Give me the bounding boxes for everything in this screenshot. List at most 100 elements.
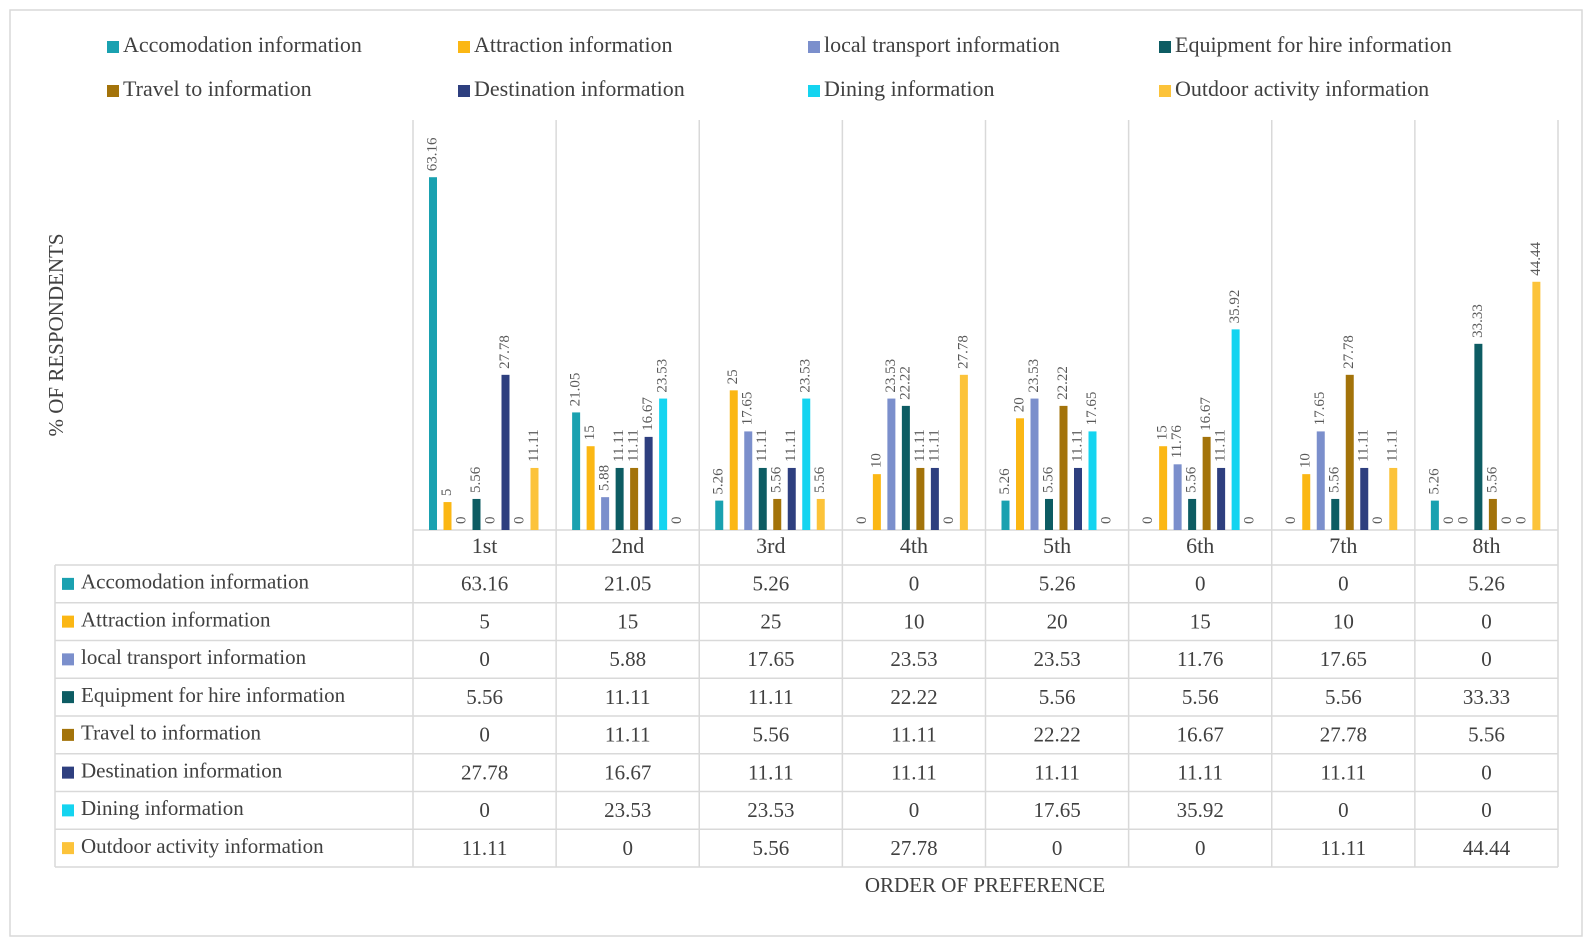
table-cell: 11.11 (1034, 760, 1080, 784)
table-cell: 0 (1195, 836, 1206, 860)
table-cell: 27.78 (461, 760, 508, 784)
data-label: 0 (1441, 517, 1457, 525)
data-label: 17.65 (1312, 392, 1328, 426)
table-cell: 63.16 (461, 572, 508, 596)
bar (1302, 474, 1311, 530)
legend-label: Travel to information (123, 76, 312, 101)
data-label: 17.65 (740, 392, 756, 426)
data-label: 5.26 (711, 468, 727, 495)
data-label: 16.67 (1198, 397, 1214, 431)
table-legend-swatch (62, 615, 74, 628)
data-label: 27.78 (497, 335, 513, 369)
data-label: 5.56 (769, 466, 785, 493)
data-label: 0 (1283, 517, 1299, 525)
data-label: 63.16 (424, 137, 440, 171)
table-legend-swatch (62, 691, 74, 704)
chart-border (9, 9, 1583, 937)
legend-swatch (458, 41, 470, 53)
data-label: 27.78 (1341, 335, 1357, 369)
table-cell: 5.56 (1182, 685, 1219, 709)
table-cell: 0 (1481, 647, 1492, 671)
bar (572, 412, 581, 530)
bar (1474, 343, 1483, 530)
table-cell: 10 (903, 609, 924, 633)
data-label: 35.92 (1227, 290, 1243, 324)
x-tick-label: 1st (472, 533, 498, 558)
bar (644, 436, 653, 530)
data-label: 23.53 (798, 359, 814, 393)
bar (1188, 498, 1197, 530)
table-cell: 5.56 (752, 836, 789, 860)
bar (1059, 405, 1068, 530)
data-label: 11.11 (912, 429, 928, 462)
table-cell: 0 (479, 647, 490, 671)
bar (501, 374, 510, 530)
table-cell: 27.78 (890, 836, 937, 860)
data-label: 0 (941, 517, 957, 525)
table-cell: 17.65 (1033, 798, 1080, 822)
data-label: 5.56 (812, 466, 828, 493)
bar (1159, 446, 1168, 530)
data-label: 27.78 (955, 335, 971, 369)
y-axis-title: % OF RESPONDENTS (44, 233, 68, 436)
data-label: 0 (511, 517, 527, 525)
data-label: 0 (1499, 517, 1515, 525)
table-cell: 0 (909, 572, 920, 596)
data-label: 23.53 (883, 359, 899, 393)
bar (773, 498, 782, 530)
x-tick-label: 7th (1329, 533, 1357, 558)
table-cell: 5.56 (466, 685, 503, 709)
data-label: 0 (482, 517, 498, 525)
legend-label: Accomodation information (123, 32, 362, 57)
bar (872, 474, 881, 530)
data-label: 5.56 (468, 466, 484, 493)
data-label: 0 (1242, 517, 1258, 525)
data-label: 11.11 (1385, 429, 1401, 462)
table-legend-swatch (62, 653, 74, 666)
table-cell: 22.22 (890, 685, 937, 709)
table-cell: 11.11 (748, 685, 794, 709)
table-cell: 5.56 (1039, 685, 1076, 709)
table-cell: 17.65 (1320, 647, 1367, 671)
table-cell: 44.44 (1463, 836, 1511, 860)
bar (1360, 467, 1369, 530)
table-cell: 0 (1052, 836, 1063, 860)
legend-label: Outdoor activity information (1175, 76, 1429, 101)
data-label: 23.53 (1026, 359, 1042, 393)
data-label: 11.11 (783, 429, 799, 462)
legend-label: Equipment for hire information (1175, 32, 1452, 57)
table-cell: 5.26 (752, 572, 789, 596)
table-cell: 33.33 (1463, 685, 1510, 709)
bar (1173, 464, 1182, 530)
data-label: 44.44 (1528, 242, 1544, 276)
bar (1345, 374, 1354, 530)
legend-swatch (808, 85, 820, 97)
x-tick-label: 5th (1043, 533, 1071, 558)
data-label: 0 (1513, 517, 1529, 525)
table-cell: 0 (1481, 798, 1492, 822)
bar (1488, 498, 1497, 530)
table-cell: 5.56 (1325, 685, 1362, 709)
bar (615, 467, 624, 530)
bar (816, 498, 825, 530)
table-cell: 11.11 (605, 723, 651, 747)
x-tick-label: 8th (1472, 533, 1500, 558)
bar (802, 398, 811, 530)
bar (1430, 500, 1439, 530)
x-axis-title: ORDER OF PREFERENCE (865, 873, 1105, 897)
table-row-label: Attraction information (81, 607, 271, 631)
data-label: 5.26 (1426, 468, 1442, 495)
bar (887, 398, 896, 530)
data-label: 25 (725, 369, 741, 384)
legend-label: Dining information (824, 76, 994, 101)
data-label: 5.88 (597, 465, 613, 491)
data-label: 11.11 (626, 429, 642, 462)
bar (930, 467, 939, 530)
data-label: 23.53 (655, 359, 671, 393)
legend-swatch (107, 41, 119, 53)
data-label: 0 (669, 517, 685, 525)
bar (1074, 467, 1082, 530)
table-cell: 0 (479, 723, 490, 747)
data-label: 11.11 (1356, 429, 1372, 462)
data-label: 5.56 (1184, 466, 1200, 493)
